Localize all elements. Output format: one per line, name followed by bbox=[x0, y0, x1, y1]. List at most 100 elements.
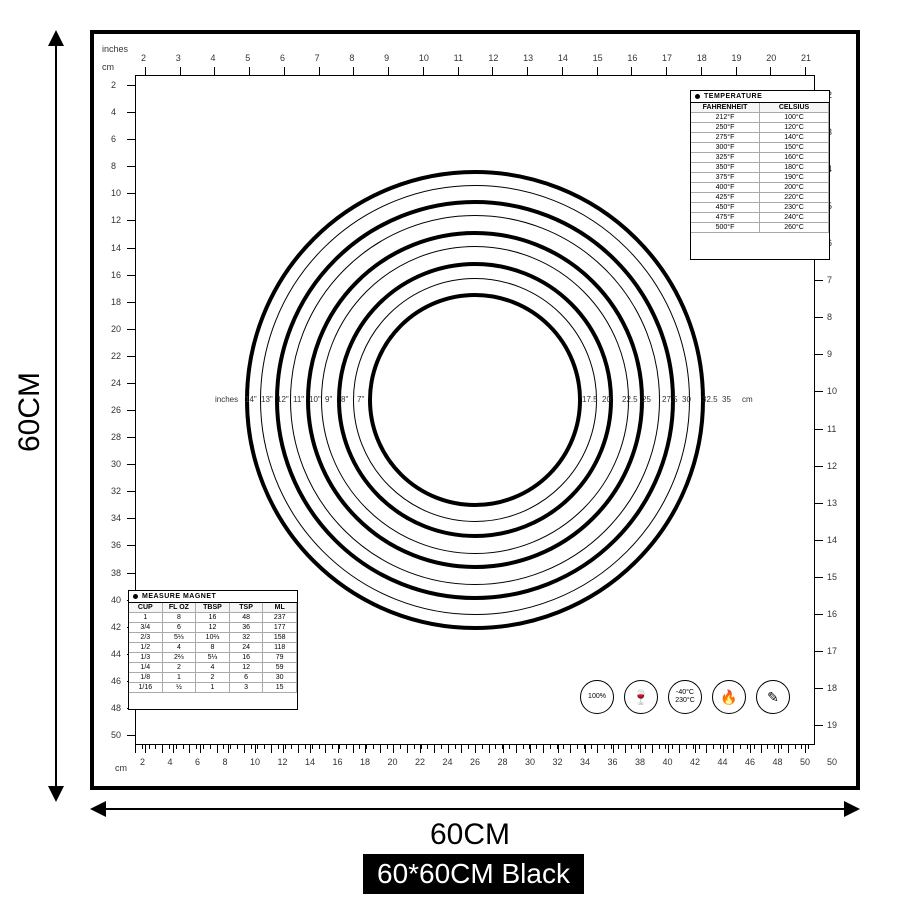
ruler-tick bbox=[127, 518, 135, 519]
ruler-label: 34 bbox=[580, 757, 590, 767]
table-cell: 275°F bbox=[691, 133, 760, 143]
ruler-label: 9 bbox=[827, 349, 832, 359]
table-cell: 325°F bbox=[691, 153, 760, 163]
ruler-label: 20 bbox=[111, 324, 121, 334]
ruler-tick bbox=[127, 139, 135, 140]
ruler-label: 18 bbox=[697, 53, 707, 63]
ruler-tick-fine bbox=[618, 745, 619, 749]
ruler-label: 10 bbox=[419, 53, 429, 63]
table-cell: 475°F bbox=[691, 213, 760, 223]
ruler-tick-fine bbox=[291, 745, 292, 749]
ruler-label: 46 bbox=[745, 757, 755, 767]
ruler-label: 40 bbox=[663, 757, 673, 767]
ruler-tick-fine bbox=[502, 745, 503, 749]
ruler-tick-fine bbox=[672, 745, 673, 749]
ruler-label: 50 bbox=[827, 757, 837, 767]
dough-circle bbox=[368, 293, 582, 507]
table-cell: 2 bbox=[196, 673, 230, 683]
platinum-silicone-icon: 100% bbox=[580, 680, 614, 714]
ruler-unit-left: cm bbox=[102, 62, 114, 72]
table-header: CUP bbox=[129, 603, 163, 613]
circle-label-inch: 11" bbox=[293, 395, 304, 404]
ruler-tick bbox=[228, 745, 229, 753]
ruler-tick-fine bbox=[550, 745, 551, 749]
table-cell: 220°C bbox=[760, 193, 829, 203]
circle-label-inch: 13" bbox=[261, 395, 273, 404]
table-cell: 375°F bbox=[691, 173, 760, 183]
ruler-label: 19 bbox=[827, 720, 837, 730]
ruler-label: 4 bbox=[168, 757, 173, 767]
ruler-tick bbox=[558, 745, 559, 753]
ruler-tick bbox=[668, 745, 669, 753]
ruler-tick-fine bbox=[325, 745, 326, 753]
ruler-tick-fine bbox=[400, 745, 401, 749]
ruler-tick-fine bbox=[638, 745, 639, 749]
ruler-tick bbox=[613, 745, 614, 753]
ruler-tick-fine bbox=[584, 745, 585, 749]
table-cell: 300°F bbox=[691, 143, 760, 153]
ruler-tick-fine bbox=[557, 745, 558, 749]
ruler-tick bbox=[815, 651, 823, 652]
ruler-tick bbox=[127, 112, 135, 113]
ruler-tick-fine bbox=[720, 745, 721, 749]
table-cell: 250°F bbox=[691, 123, 760, 133]
ruler-tick bbox=[127, 410, 135, 411]
ruler-tick-fine bbox=[509, 745, 510, 749]
circle-label-cm: 22.5 bbox=[622, 395, 638, 404]
ruler-label: 13 bbox=[523, 53, 533, 63]
ruler-tick bbox=[173, 745, 174, 753]
ruler-tick bbox=[736, 67, 737, 75]
circle-label-cm: 27.5 bbox=[662, 395, 678, 404]
no-sharp-icon: ✎ bbox=[756, 680, 790, 714]
ruler-tick bbox=[585, 745, 586, 753]
ruler-label: 14 bbox=[827, 535, 837, 545]
ruler-tick-fine bbox=[455, 745, 456, 749]
ruler-tick-fine bbox=[421, 745, 422, 749]
ruler-tick-fine bbox=[570, 745, 571, 753]
ruler-tick-fine bbox=[278, 745, 279, 749]
ruler-label: 12 bbox=[111, 215, 121, 225]
table-cell: 1/16 bbox=[129, 683, 163, 693]
ruler-tick bbox=[284, 67, 285, 75]
ruler-label: 2 bbox=[140, 757, 145, 767]
table-header: TBSP bbox=[196, 603, 230, 613]
table-cell: 400°F bbox=[691, 183, 760, 193]
ruler-tick-fine bbox=[475, 745, 476, 749]
ruler-tick bbox=[631, 67, 632, 75]
table-cell: 350°F bbox=[691, 163, 760, 173]
ruler-tick-fine bbox=[801, 745, 802, 749]
ruler-tick bbox=[127, 437, 135, 438]
ruler-label: 20 bbox=[388, 757, 398, 767]
ruler-tick-fine bbox=[203, 745, 204, 749]
circle-label-inch: 14" bbox=[245, 395, 257, 404]
table-cell: 190°C bbox=[760, 173, 829, 183]
ruler-label: 18 bbox=[360, 757, 370, 767]
table-cell: 4 bbox=[196, 663, 230, 673]
ruler-label: 8 bbox=[111, 161, 116, 171]
ruler-label: 16 bbox=[627, 53, 637, 63]
ruler-tick-fine bbox=[183, 745, 184, 749]
ruler-tick bbox=[750, 745, 751, 753]
ruler-tick bbox=[127, 491, 135, 492]
ruler-tick bbox=[127, 193, 135, 194]
ruler-tick-fine bbox=[795, 745, 796, 749]
ruler-tick-fine bbox=[414, 745, 415, 749]
ruler-tick bbox=[815, 503, 823, 504]
ruler-tick-fine bbox=[346, 745, 347, 749]
ruler-tick-fine bbox=[217, 745, 218, 753]
table-cell: 2 bbox=[163, 663, 197, 673]
ruler-label: 48 bbox=[773, 757, 783, 767]
ruler-tick-fine bbox=[577, 745, 578, 749]
ruler-tick-fine bbox=[189, 745, 190, 753]
ruler-label: 28 bbox=[498, 757, 508, 767]
table-cell: 36 bbox=[230, 623, 264, 633]
ruler-tick-fine bbox=[706, 745, 707, 753]
arrow-head-down-icon bbox=[48, 786, 64, 802]
ruler-tick bbox=[562, 67, 563, 75]
ruler-tick-fine bbox=[285, 745, 286, 749]
product-caption: 60*60CM Black bbox=[363, 854, 584, 894]
table-cell: 450°F bbox=[691, 203, 760, 213]
table-cell: 3/4 bbox=[129, 623, 163, 633]
ruler-label: 11 bbox=[454, 53, 463, 63]
ruler-tick-fine bbox=[366, 745, 367, 749]
